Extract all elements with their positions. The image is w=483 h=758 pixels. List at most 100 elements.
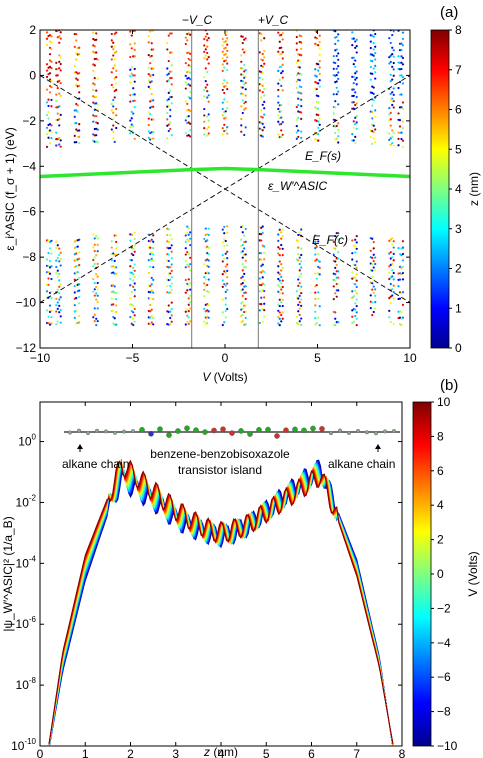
level-point [115, 82, 118, 85]
level-point [133, 74, 136, 77]
level-point [280, 320, 283, 323]
level-point [76, 78, 79, 81]
level-point [281, 317, 284, 320]
molecule-atoms [67, 425, 397, 439]
level-point [226, 43, 229, 46]
wavefunction-line [48, 460, 394, 744]
level-point [371, 263, 374, 266]
level-point [78, 91, 81, 94]
level-point [132, 279, 135, 282]
level-point [260, 239, 263, 242]
level-point [389, 143, 392, 146]
level-point [397, 55, 400, 58]
level-point [115, 272, 118, 275]
level-point [374, 269, 377, 272]
level-point [113, 51, 116, 55]
level-point [335, 263, 338, 266]
eps-w-label: ε_W′^ASIC [268, 179, 327, 193]
level-point [318, 60, 321, 63]
level-point [50, 105, 53, 108]
cb-tick-label: 0 [437, 567, 444, 581]
level-point [401, 120, 405, 123]
level-point [354, 72, 357, 75]
level-point [187, 297, 190, 300]
level-point [113, 64, 116, 67]
level-point [58, 35, 61, 38]
level-point [300, 41, 303, 44]
cb-tick-label: 4 [437, 498, 444, 512]
level-point [391, 78, 394, 81]
level-point [207, 62, 210, 65]
x-tick-label: 10 [403, 351, 417, 365]
level-point [75, 77, 78, 80]
level-point [317, 316, 320, 319]
level-point [133, 237, 136, 241]
level-point [133, 106, 136, 109]
level-point [354, 302, 357, 305]
level-point [133, 276, 136, 279]
level-point [314, 316, 317, 320]
level-point [392, 240, 395, 243]
level-point [166, 233, 169, 237]
level-point [170, 250, 173, 253]
level-point [261, 225, 264, 228]
level-point [317, 291, 320, 294]
level-point [281, 266, 284, 269]
level-point [47, 315, 50, 318]
wavefunction-line [48, 463, 394, 746]
level-point [133, 80, 136, 83]
level-point [55, 265, 58, 269]
level-point [56, 244, 59, 247]
level-point [221, 50, 224, 53]
level-point [58, 304, 61, 307]
level-point [55, 259, 58, 262]
level-point [58, 279, 61, 282]
level-point [112, 41, 115, 44]
level-point [314, 253, 317, 256]
wavefunction-line [48, 460, 394, 746]
level-point [110, 102, 113, 106]
level-point [147, 53, 150, 57]
level-point [374, 32, 377, 36]
level-point [297, 104, 300, 107]
level-point [132, 253, 135, 257]
level-point [221, 101, 224, 104]
level-point [300, 228, 303, 231]
level-point [110, 58, 113, 61]
level-point [132, 87, 135, 90]
level-point [184, 87, 187, 90]
level-point [314, 272, 317, 275]
level-point [226, 68, 229, 72]
level-point [372, 41, 375, 45]
level-point [59, 308, 62, 312]
x-tick-label: 3 [172, 747, 179, 758]
level-point [401, 126, 405, 130]
x-tick-label: 2 [127, 747, 134, 758]
level-point [263, 88, 266, 91]
level-point [355, 121, 358, 124]
level-point [300, 47, 303, 50]
level-point [204, 80, 207, 83]
level-point [133, 67, 136, 71]
x-tick-label: 4 [218, 747, 225, 758]
level-point [95, 114, 98, 118]
level-point [317, 133, 320, 136]
level-point [280, 282, 283, 285]
level-point [263, 62, 266, 65]
level-point [96, 122, 99, 125]
level-point [226, 100, 229, 103]
level-point [391, 129, 394, 132]
wavefunction-line [48, 460, 394, 745]
level-point [221, 133, 224, 136]
level-point [297, 252, 300, 256]
level-point [281, 38, 284, 41]
level-point [401, 259, 405, 262]
level-point [337, 282, 340, 286]
cb-tick-label: 7 [455, 63, 462, 77]
level-point [281, 76, 284, 79]
level-point [244, 266, 247, 269]
level-point [206, 39, 209, 42]
level-point [73, 64, 76, 68]
level-point [184, 62, 187, 65]
level-point [258, 51, 261, 54]
